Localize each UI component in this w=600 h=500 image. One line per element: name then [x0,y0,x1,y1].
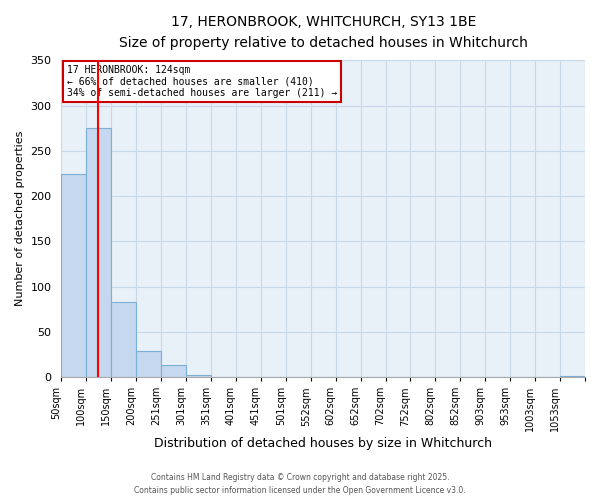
Bar [61,174,86,377]
Title: 17, HERONBROOK, WHITCHURCH, SY13 1BE
Size of property relative to detached house: 17, HERONBROOK, WHITCHURCH, SY13 1BE Siz… [119,15,527,50]
Bar [111,302,136,377]
X-axis label: Distribution of detached houses by size in Whitchurch: Distribution of detached houses by size … [154,437,492,450]
Text: 17 HERONBROOK: 124sqm
← 66% of detached houses are smaller (410)
34% of semi-det: 17 HERONBROOK: 124sqm ← 66% of detached … [67,65,337,98]
Bar [161,366,186,377]
Bar [560,376,585,377]
Bar [86,128,111,377]
Text: Contains HM Land Registry data © Crown copyright and database right 2025.
Contai: Contains HM Land Registry data © Crown c… [134,474,466,495]
Bar [186,375,211,377]
Bar [136,351,161,377]
Y-axis label: Number of detached properties: Number of detached properties [15,131,25,306]
